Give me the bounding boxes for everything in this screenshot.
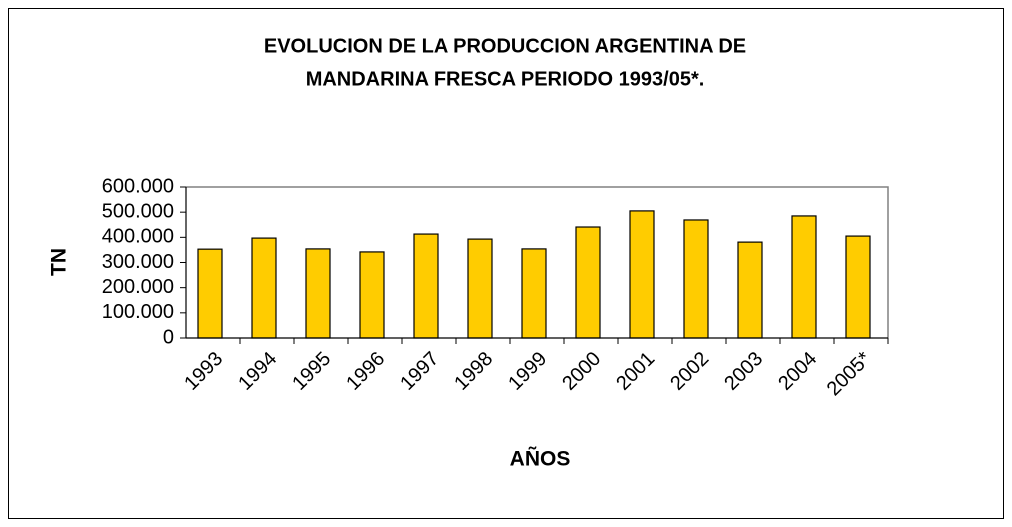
bar <box>575 226 601 339</box>
bar <box>467 238 493 339</box>
chart-title: MANDARINA FRESCA PERIODO 1993/05*. <box>306 68 705 90</box>
bar <box>845 235 871 339</box>
y-tick-label: 600.000 <box>102 175 174 197</box>
bar <box>791 215 817 339</box>
bar <box>521 248 547 339</box>
bar <box>737 241 763 339</box>
y-tick-label: 400.000 <box>102 226 174 248</box>
y-tick-label: 300.000 <box>102 251 174 273</box>
y-tick-label: 100.000 <box>102 301 174 323</box>
bar <box>305 248 331 339</box>
bar <box>251 237 277 339</box>
y-tick-label: 500.000 <box>102 200 174 222</box>
bar <box>683 219 709 339</box>
y-tick-label: 0 <box>163 326 174 348</box>
y-axis-label: TN <box>48 248 71 276</box>
chart-border <box>8 8 1004 519</box>
chart-title: EVOLUCION DE LA PRODUCCION ARGENTINA DE <box>264 35 746 57</box>
bar <box>629 210 655 339</box>
bar <box>197 248 223 339</box>
bar <box>413 233 439 339</box>
y-tick-label: 200.000 <box>102 276 174 298</box>
bar <box>359 251 385 339</box>
plot-border <box>186 186 889 338</box>
x-axis-label: AÑOS <box>510 448 571 471</box>
